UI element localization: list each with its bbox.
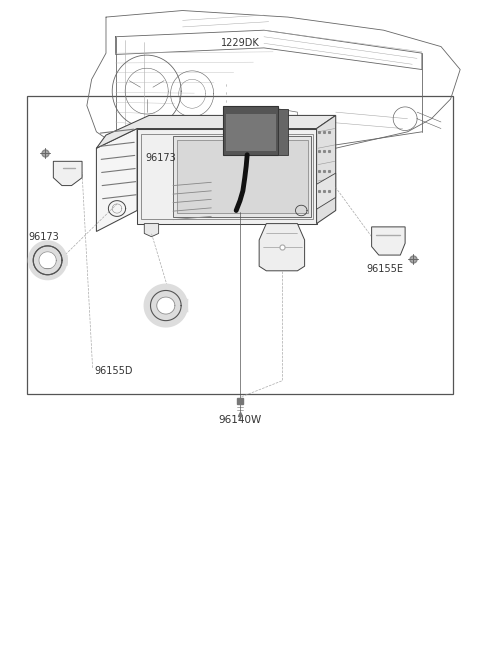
Polygon shape bbox=[259, 223, 305, 271]
Text: 96155E: 96155E bbox=[367, 265, 404, 275]
Polygon shape bbox=[372, 227, 405, 255]
Bar bbox=[223, 106, 278, 155]
Text: 96173: 96173 bbox=[28, 232, 59, 242]
Polygon shape bbox=[173, 137, 311, 217]
Polygon shape bbox=[96, 116, 336, 148]
Text: 96155D: 96155D bbox=[94, 366, 132, 376]
Text: 1229DK: 1229DK bbox=[221, 38, 259, 49]
Polygon shape bbox=[53, 162, 82, 185]
Polygon shape bbox=[137, 129, 317, 223]
Bar bbox=[278, 109, 288, 155]
Text: 96140W: 96140W bbox=[218, 415, 262, 425]
Bar bbox=[27, 96, 453, 394]
Polygon shape bbox=[317, 116, 336, 223]
Text: 96173: 96173 bbox=[145, 153, 177, 163]
Bar bbox=[226, 114, 276, 152]
Polygon shape bbox=[96, 129, 137, 231]
Polygon shape bbox=[144, 223, 158, 237]
Polygon shape bbox=[177, 141, 308, 213]
Polygon shape bbox=[317, 173, 336, 209]
